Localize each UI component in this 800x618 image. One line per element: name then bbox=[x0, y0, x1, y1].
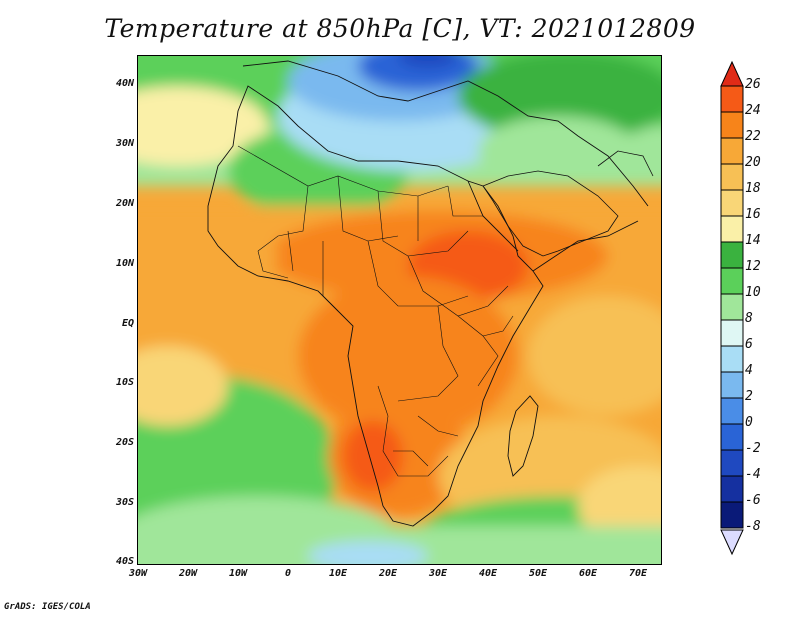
colorbar-cell bbox=[720, 397, 744, 425]
colorbar-label: 4 bbox=[745, 363, 753, 378]
colorbar-label: 6 bbox=[745, 337, 753, 352]
coastlines bbox=[207, 60, 649, 527]
country-borders bbox=[237, 145, 514, 477]
y-tick-label: 20S bbox=[115, 437, 134, 448]
colorbar-label: 22 bbox=[745, 129, 761, 144]
colorbar-label: 8 bbox=[745, 311, 753, 326]
colorbar-label: -8 bbox=[745, 519, 761, 534]
colorbar-cell bbox=[720, 85, 744, 113]
x-tick-label: 30W bbox=[128, 568, 148, 579]
colorbar bbox=[720, 60, 744, 556]
colorbar-cell bbox=[720, 241, 744, 269]
colorbar-cell bbox=[720, 293, 744, 321]
colorbar-cell bbox=[720, 163, 744, 191]
colorbar-cell bbox=[720, 423, 744, 451]
temperature-field bbox=[138, 56, 661, 564]
x-tick-label: 70E bbox=[628, 568, 648, 579]
x-tick-label: 30E bbox=[428, 568, 448, 579]
y-tick-label: 40S bbox=[115, 556, 134, 567]
temperature-map bbox=[138, 56, 661, 564]
colorbar-cell bbox=[720, 475, 744, 503]
colorbar-cell bbox=[720, 501, 744, 529]
arabia-coast bbox=[482, 150, 654, 257]
x-tick-label: 20W bbox=[178, 568, 198, 579]
colorbar-label: 12 bbox=[745, 259, 761, 274]
colorbar-label: 10 bbox=[745, 285, 761, 300]
colorbar-cell bbox=[720, 215, 744, 243]
colorbar-cell bbox=[720, 267, 744, 295]
y-tick-label: 10S bbox=[115, 377, 134, 388]
x-tick-label: 0 bbox=[284, 568, 292, 579]
colorbar-cell bbox=[720, 137, 744, 165]
colorbar-label: 2 bbox=[745, 389, 753, 404]
colorbar-label: 24 bbox=[745, 103, 761, 118]
colorbar-label: 14 bbox=[745, 233, 761, 248]
y-tick-label: EQ bbox=[121, 318, 134, 329]
colorbar-label: 26 bbox=[745, 77, 761, 92]
y-tick-label: 40N bbox=[115, 78, 134, 89]
y-tick-label: 30S bbox=[115, 497, 134, 508]
y-tick-label: 20N bbox=[115, 198, 134, 209]
colorbar-label: -2 bbox=[745, 441, 761, 456]
x-tick-label: 50E bbox=[528, 568, 548, 579]
credit-text: GrADS: IGES/COLA bbox=[4, 602, 91, 612]
colorbar-cells bbox=[720, 85, 744, 529]
x-tick-label: 10E bbox=[328, 568, 348, 579]
colorbar-cell bbox=[720, 371, 744, 399]
colorbar-top-arrow bbox=[720, 60, 744, 87]
colorbar-label: 16 bbox=[745, 207, 761, 222]
x-tick-label: 20E bbox=[378, 568, 398, 579]
colorbar-label: 0 bbox=[745, 415, 753, 430]
colorbar-cell bbox=[720, 319, 744, 347]
colorbar-label: -4 bbox=[745, 467, 761, 482]
x-tick-label: 40E bbox=[478, 568, 498, 579]
colorbar-label: 18 bbox=[745, 181, 761, 196]
map-title: Temperature at 850hPa [C], VT: 202101280… bbox=[104, 14, 696, 43]
colorbar-bottom-arrow bbox=[720, 529, 744, 556]
colorbar-cell bbox=[720, 189, 744, 217]
x-tick-label: 10W bbox=[228, 568, 248, 579]
y-tick-label: 10N bbox=[115, 258, 134, 269]
colorbar-cell bbox=[720, 111, 744, 139]
colorbar-label: -6 bbox=[745, 493, 761, 508]
colorbar-label: 20 bbox=[745, 155, 761, 170]
colorbar-cell bbox=[720, 449, 744, 477]
colorbar-cell bbox=[720, 345, 744, 373]
map-panel bbox=[137, 55, 662, 565]
x-tick-label: 60E bbox=[578, 568, 598, 579]
y-tick-label: 30N bbox=[115, 138, 134, 149]
